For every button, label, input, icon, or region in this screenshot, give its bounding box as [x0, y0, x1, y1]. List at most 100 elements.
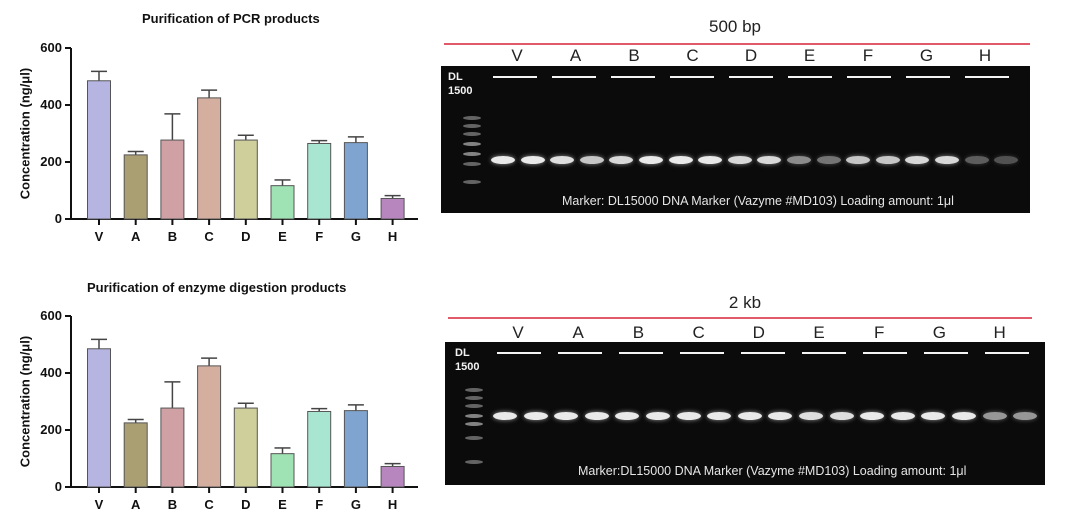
chart-2-title: Purification of enzyme digestion product…	[87, 280, 347, 295]
ladder-band	[465, 404, 483, 408]
ladder-band	[463, 162, 481, 166]
lane-label-D: D	[744, 46, 758, 65]
sample-band	[921, 412, 946, 420]
ladder-band	[463, 142, 481, 146]
bar-V	[87, 348, 111, 488]
gel-1-rule	[444, 43, 1030, 45]
sample-band	[668, 156, 693, 164]
lane-bar	[670, 76, 714, 78]
lane-label-B: B	[628, 46, 640, 65]
x-tick-label: C	[204, 229, 214, 244]
sample-band	[676, 412, 701, 420]
sample-band	[787, 156, 811, 164]
sample-band	[550, 156, 575, 164]
x-tick-label: F	[315, 497, 323, 512]
x-tick-label: D	[241, 497, 250, 512]
y-tick-label: 600	[40, 308, 62, 323]
ladder-band	[465, 396, 483, 400]
sample-band	[982, 412, 1007, 420]
bar-D	[233, 407, 258, 488]
bar-A	[123, 154, 148, 220]
gel-2-ladder-label: DL 1500	[455, 347, 480, 373]
lane-label-F: F	[862, 46, 874, 65]
sample-band	[520, 156, 545, 164]
bar-C	[197, 97, 222, 220]
lane-label-V: V	[511, 46, 523, 65]
sample-band	[707, 412, 732, 420]
lane-bar	[906, 76, 950, 78]
sample-band	[1013, 412, 1038, 420]
sample-band	[905, 156, 930, 164]
sample-band	[829, 412, 854, 420]
sample-band	[757, 156, 782, 164]
lane-label-H: H	[978, 46, 992, 65]
chart-1-title: Purification of PCR products	[142, 11, 320, 26]
bar-V	[87, 80, 111, 220]
y-tick-label: 400	[40, 97, 62, 112]
sample-band	[523, 412, 548, 420]
y-tick-label: 0	[55, 211, 62, 226]
ladder-band	[463, 116, 481, 120]
lane-label-F: F	[873, 323, 885, 342]
bar-H	[380, 197, 405, 220]
sample-band	[609, 156, 634, 164]
lane-label-E: E	[813, 323, 825, 342]
sample-band	[875, 156, 900, 164]
sample-band	[799, 412, 823, 420]
ladder-band	[465, 436, 483, 440]
ladder-band	[465, 422, 483, 426]
lane-bar	[611, 76, 655, 78]
ladder-band	[465, 414, 483, 418]
sample-band	[890, 412, 915, 420]
x-tick-label: H	[388, 497, 397, 512]
x-tick-label: C	[204, 497, 214, 512]
ladder-band	[465, 460, 483, 464]
x-tick-label: D	[241, 229, 250, 244]
sample-band	[952, 412, 976, 420]
x-tick-label: A	[131, 497, 141, 512]
lane-label-A: A	[569, 46, 582, 65]
lane-bar	[558, 352, 602, 354]
bar-C	[197, 365, 222, 488]
sample-band	[935, 156, 959, 164]
lane-label-E: E	[803, 46, 816, 65]
gel-1-image: DL 1500 Marker: DL15000 DNA Marker (Vazy…	[441, 66, 1030, 213]
bar-G	[343, 410, 368, 488]
x-tick-label: E	[278, 497, 287, 512]
lane-label-G: G	[932, 323, 946, 342]
lane-bar	[552, 76, 596, 78]
sample-band	[698, 156, 723, 164]
sample-band	[615, 412, 640, 420]
sample-band	[964, 156, 989, 164]
gel-1-caption: Marker: DL15000 DNA Marker (Vazyme #MD10…	[562, 194, 954, 208]
y-tick-label: 200	[40, 422, 62, 437]
lane-label-D: D	[752, 323, 765, 342]
y-tick-label: 0	[55, 479, 62, 494]
y-tick-label: 200	[40, 154, 62, 169]
y-tick-label: 600	[40, 40, 62, 55]
bar-E	[270, 185, 295, 220]
sample-band	[768, 412, 793, 420]
gel-2-rule	[448, 317, 1032, 319]
y-tick-label: 400	[40, 365, 62, 380]
x-tick-label: V	[95, 229, 104, 244]
gel-1-title: 500 bp	[709, 17, 761, 36]
lane-bar	[965, 76, 1009, 78]
lane-label-V: V	[512, 323, 524, 342]
sample-band	[493, 412, 517, 420]
lane-bar	[493, 76, 537, 78]
x-tick-label: F	[315, 229, 323, 244]
ladder-band	[463, 180, 481, 184]
ladder-band	[463, 152, 481, 156]
lane-bar	[985, 352, 1029, 354]
sample-band	[584, 412, 609, 420]
ladder-band	[465, 388, 483, 392]
lane-label-H: H	[993, 323, 1006, 342]
lane-bar	[924, 352, 968, 354]
lane-bar	[680, 352, 724, 354]
sample-band	[994, 156, 1019, 164]
bar-chart-enzyme: 0 200 400 600 V A B C D E F G H	[40, 308, 418, 512]
bar-D	[233, 139, 258, 220]
bar-A	[123, 422, 148, 488]
bar-B	[160, 139, 185, 220]
